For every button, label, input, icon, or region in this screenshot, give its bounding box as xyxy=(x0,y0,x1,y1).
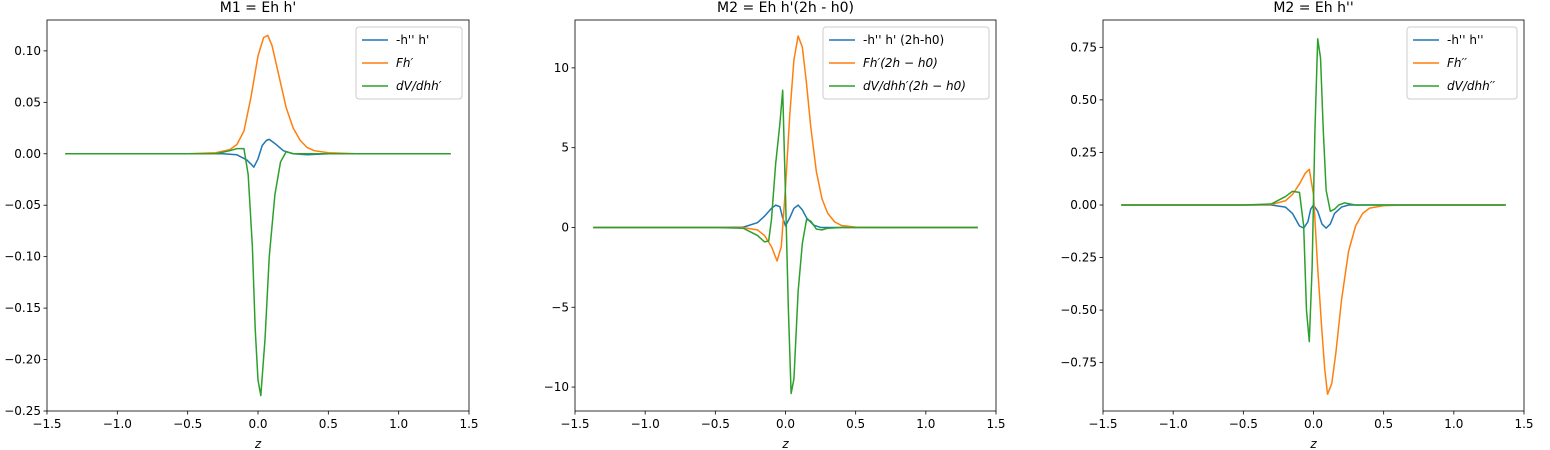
y-tick-label: 0.10 xyxy=(14,44,41,58)
y-tick-label: −0.25 xyxy=(1060,251,1097,265)
chart-panel-2: M2 = Eh h'(2h - h0) −1.5 −1.0 −0.5 0.0 0.5 1.0… xyxy=(544,0,1006,450)
series-line-2 xyxy=(65,34,451,155)
x-tick-label: 1.5 xyxy=(986,417,1005,431)
series-line-2 xyxy=(1121,168,1506,395)
legend-label: -h'' h' (2h-h0) xyxy=(863,33,944,47)
legend-label: dV/dhh′′ xyxy=(1447,79,1495,93)
x-tick-label: −1.5 xyxy=(1088,417,1117,431)
series-line-1 xyxy=(1121,204,1506,229)
chart-title: M2 = Eh h'' xyxy=(1273,0,1353,16)
x-tick-label: 0.0 xyxy=(1304,417,1323,431)
x-tick-label: 0.0 xyxy=(248,417,267,431)
x-tick-label: 0.5 xyxy=(1374,417,1393,431)
x-tick-label: −0.5 xyxy=(1229,417,1258,431)
y-tick-label: −0.20 xyxy=(4,353,41,367)
x-axis-label: z xyxy=(781,437,789,450)
legend: -h'' h' (2h-h0) Fh′(2h − h0) dV/dhh′(2h − … xyxy=(822,26,990,100)
legend-label: Fh′(2h − h0) xyxy=(863,56,938,70)
y-tick-label: −0.25 xyxy=(4,404,41,418)
y-tick-label: 0.00 xyxy=(1070,198,1097,212)
series-line-3 xyxy=(65,147,451,397)
legend: -h'' h' Fh′ dV/dhh′ xyxy=(355,26,463,100)
legend-label: Fh′′ xyxy=(1447,56,1467,70)
y-tick-label: 0.25 xyxy=(1070,145,1097,159)
y-tick-label: −0.15 xyxy=(4,301,41,315)
legend-box xyxy=(1406,26,1518,100)
x-tick-label: 0.5 xyxy=(319,417,338,431)
legend: -h'' h'' Fh′′ dV/dhh′′ xyxy=(1406,26,1518,100)
y-tick-label: 0.05 xyxy=(14,95,41,109)
x-tick-label: 0.0 xyxy=(776,417,795,431)
x-tick-label: 1.0 xyxy=(389,417,408,431)
x-tick-label: 0.5 xyxy=(846,417,865,431)
legend-box xyxy=(822,26,990,100)
y-tick-label: −0.50 xyxy=(1060,303,1097,317)
x-tick-label: 1.0 xyxy=(1444,417,1463,431)
y-tick-label: 0.75 xyxy=(1070,40,1097,54)
series-line-3 xyxy=(1121,38,1506,343)
chart-title: M1 = Eh h' xyxy=(220,0,297,16)
chart-panel-1: M1 = Eh h' −1.5 −1.0 −0.5 0.0 0.5 1.0 1.5 −0.25 −… xyxy=(4,0,478,450)
y-tick-label: −5 xyxy=(551,300,569,314)
x-tick-label: −1.0 xyxy=(631,417,660,431)
series-line-2 xyxy=(593,35,978,262)
y-tick-label: 0.50 xyxy=(1070,93,1097,107)
series-line-1 xyxy=(593,204,978,229)
y-tick-label: 5 xyxy=(561,141,569,155)
x-axis-label: z xyxy=(1309,437,1317,450)
x-tick-label: 1.5 xyxy=(459,417,478,431)
y-tick-label: 10 xyxy=(554,61,569,75)
x-tick-label: 1.0 xyxy=(916,417,935,431)
chart-title: M2 = Eh h'(2h - h0) xyxy=(717,0,854,16)
legend-box xyxy=(355,26,463,100)
x-tick-label: −1.0 xyxy=(1159,417,1188,431)
y-tick-label: 0.00 xyxy=(14,147,41,161)
legend-label: Fh′ xyxy=(396,56,414,70)
y-tick-label: −0.05 xyxy=(4,198,41,212)
y-tick-label: 0 xyxy=(561,220,569,234)
y-tick-label: −0.75 xyxy=(1060,356,1097,370)
series-line-3 xyxy=(593,89,978,395)
x-tick-label: −1.0 xyxy=(103,417,132,431)
y-tick-label: −0.10 xyxy=(4,250,41,264)
x-tick-label: −0.5 xyxy=(173,417,202,431)
x-axis-label: z xyxy=(254,437,262,450)
x-tick-label: −1.5 xyxy=(32,417,61,431)
legend-label: -h'' h'' xyxy=(1447,33,1484,47)
x-tick-label: −0.5 xyxy=(701,417,730,431)
legend-label: -h'' h' xyxy=(396,33,429,47)
chart-panel-3: M2 = Eh h'' −1.5 −1.0 −0.5 0.0 0.5 1.0 1.5 −0.75… xyxy=(1060,0,1533,450)
x-tick-label: −1.5 xyxy=(560,417,589,431)
x-tick-label: 1.5 xyxy=(1514,417,1533,431)
legend-label: dV/dhh′ xyxy=(396,79,442,93)
y-tick-label: −10 xyxy=(544,380,569,394)
legend-label: dV/dhh′(2h − h0) xyxy=(863,79,966,93)
